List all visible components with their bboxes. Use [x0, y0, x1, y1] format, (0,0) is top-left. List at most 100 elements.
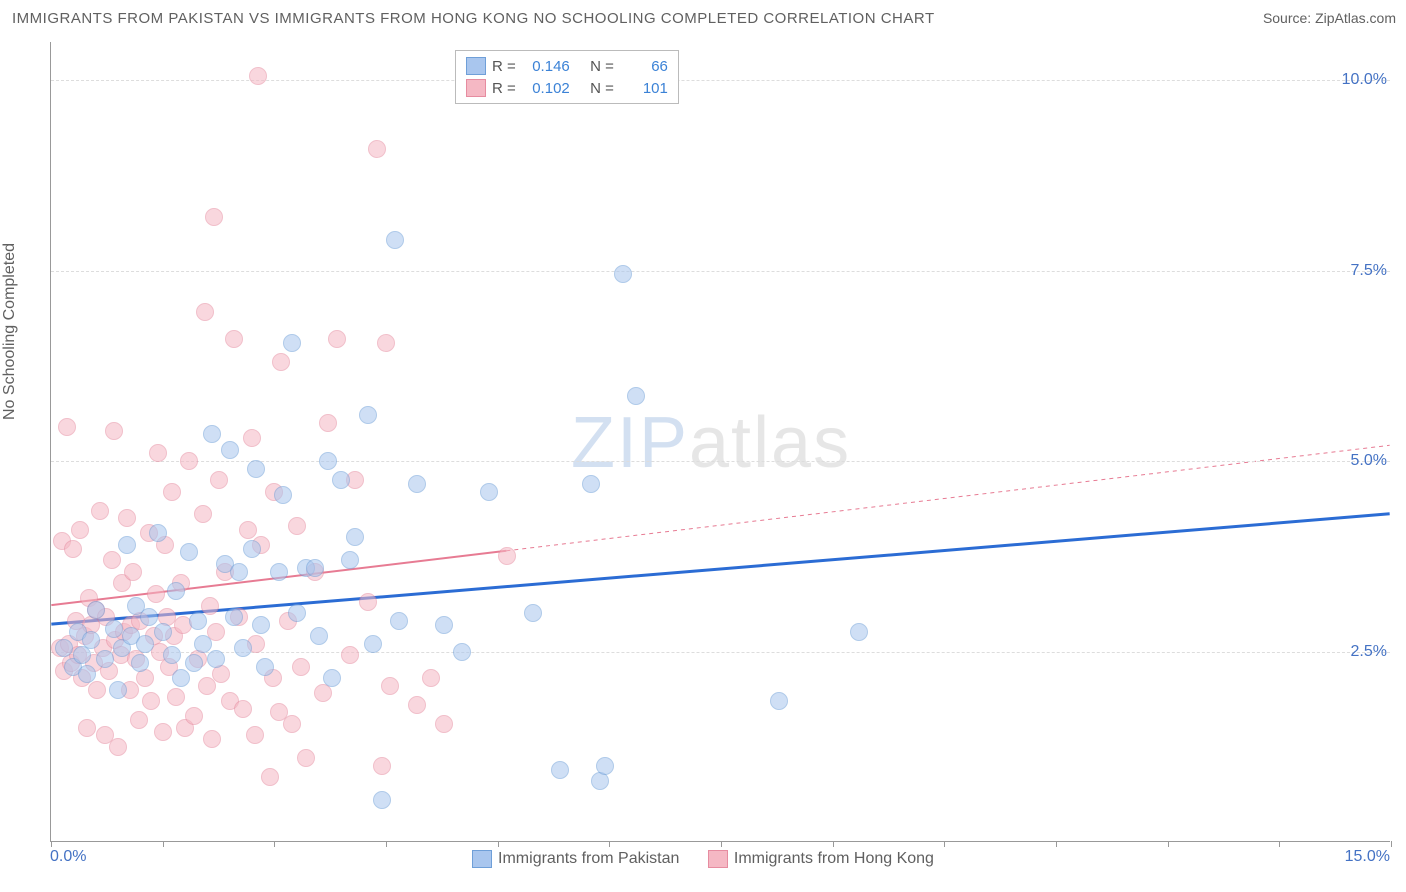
data-point-pakistan: [78, 665, 96, 683]
data-point-hongkong: [130, 711, 148, 729]
data-point-pakistan: [364, 635, 382, 653]
data-point-hongkong: [105, 422, 123, 440]
data-point-pakistan: [596, 757, 614, 775]
legend-row-hongkong: R = 0.102 N = 101: [466, 77, 668, 99]
data-point-hongkong: [203, 730, 221, 748]
data-point-hongkong: [149, 444, 167, 462]
swatch-pakistan-icon: [472, 850, 492, 868]
legend-item-hongkong: Immigrants from Hong Kong: [708, 850, 934, 868]
data-point-pakistan: [252, 616, 270, 634]
data-point-pakistan: [230, 563, 248, 581]
data-point-hongkong: [71, 521, 89, 539]
data-point-hongkong: [283, 715, 301, 733]
data-point-hongkong: [408, 696, 426, 714]
data-point-pakistan: [323, 669, 341, 687]
data-point-pakistan: [310, 627, 328, 645]
data-point-hongkong: [147, 585, 165, 603]
data-point-hongkong: [328, 330, 346, 348]
data-point-hongkong: [272, 353, 290, 371]
data-point-pakistan: [480, 483, 498, 501]
data-point-hongkong: [239, 521, 257, 539]
data-point-pakistan: [614, 265, 632, 283]
data-point-hongkong: [210, 471, 228, 489]
data-point-hongkong: [234, 700, 252, 718]
data-point-pakistan: [203, 425, 221, 443]
x-tick: [386, 841, 387, 847]
data-point-pakistan: [274, 486, 292, 504]
x-tick: [1391, 841, 1392, 847]
chart-title: IMMIGRANTS FROM PAKISTAN VS IMMIGRANTS F…: [12, 10, 935, 27]
x-tick: [833, 841, 834, 847]
data-point-hongkong: [103, 551, 121, 569]
swatch-hongkong-icon: [708, 850, 728, 868]
data-point-hongkong: [88, 681, 106, 699]
data-point-hongkong: [319, 414, 337, 432]
data-point-hongkong: [167, 688, 185, 706]
data-point-pakistan: [770, 692, 788, 710]
legend-item-pakistan: Immigrants from Pakistan: [472, 850, 679, 868]
data-point-pakistan: [524, 604, 542, 622]
n-value-hongkong: 101: [620, 80, 668, 97]
watermark: ZIPatlas: [571, 402, 851, 484]
data-point-hongkong: [373, 757, 391, 775]
r-value-hongkong: 0.102: [522, 80, 570, 97]
data-point-pakistan: [234, 639, 252, 657]
data-point-hongkong: [91, 502, 109, 520]
data-point-pakistan: [194, 635, 212, 653]
scatter-chart: ZIPatlas R = 0.146 N = 66 R = 0.102 N = …: [50, 42, 1390, 842]
x-tick: [51, 841, 52, 847]
data-point-pakistan: [551, 761, 569, 779]
data-point-hongkong: [196, 303, 214, 321]
data-point-hongkong: [185, 707, 203, 725]
data-point-pakistan: [167, 582, 185, 600]
data-point-hongkong: [58, 418, 76, 436]
data-point-pakistan: [87, 601, 105, 619]
y-tick-label: 2.5%: [1351, 643, 1395, 661]
data-point-hongkong: [194, 505, 212, 523]
data-point-pakistan: [163, 646, 181, 664]
source-attribution: Source: ZipAtlas.com: [1263, 10, 1396, 26]
data-point-pakistan: [341, 551, 359, 569]
data-point-hongkong: [212, 665, 230, 683]
data-point-pakistan: [627, 387, 645, 405]
data-point-hongkong: [341, 646, 359, 664]
data-point-hongkong: [243, 429, 261, 447]
legend-series: Immigrants from Pakistan Immigrants from…: [0, 850, 1406, 873]
data-point-hongkong: [246, 726, 264, 744]
x-tick: [609, 841, 610, 847]
data-point-pakistan: [373, 791, 391, 809]
y-tick-label: 10.0%: [1342, 71, 1395, 89]
y-axis-title: No Schooling Completed: [1, 243, 19, 420]
legend-row-pakistan: R = 0.146 N = 66: [466, 55, 668, 77]
data-point-pakistan: [172, 669, 190, 687]
data-point-pakistan: [332, 471, 350, 489]
data-point-hongkong: [118, 509, 136, 527]
data-point-hongkong: [78, 719, 96, 737]
x-tick: [1279, 841, 1280, 847]
x-tick: [1056, 841, 1057, 847]
data-point-pakistan: [118, 536, 136, 554]
data-point-pakistan: [319, 452, 337, 470]
x-tick: [944, 841, 945, 847]
data-point-hongkong: [201, 597, 219, 615]
data-point-pakistan: [582, 475, 600, 493]
swatch-hongkong: [466, 79, 486, 97]
data-point-hongkong: [163, 483, 181, 501]
data-point-pakistan: [109, 681, 127, 699]
data-point-pakistan: [55, 639, 73, 657]
data-point-hongkong: [109, 738, 127, 756]
data-point-hongkong: [377, 334, 395, 352]
data-point-pakistan: [390, 612, 408, 630]
data-point-hongkong: [314, 684, 332, 702]
y-tick-label: 7.5%: [1351, 262, 1395, 280]
data-point-hongkong: [180, 452, 198, 470]
data-point-hongkong: [249, 67, 267, 85]
data-point-pakistan: [96, 650, 114, 668]
data-point-hongkong: [359, 593, 377, 611]
data-point-hongkong: [288, 517, 306, 535]
data-point-pakistan: [408, 475, 426, 493]
x-tick: [1168, 841, 1169, 847]
data-point-pakistan: [850, 623, 868, 641]
data-point-hongkong: [297, 749, 315, 767]
data-point-pakistan: [288, 604, 306, 622]
